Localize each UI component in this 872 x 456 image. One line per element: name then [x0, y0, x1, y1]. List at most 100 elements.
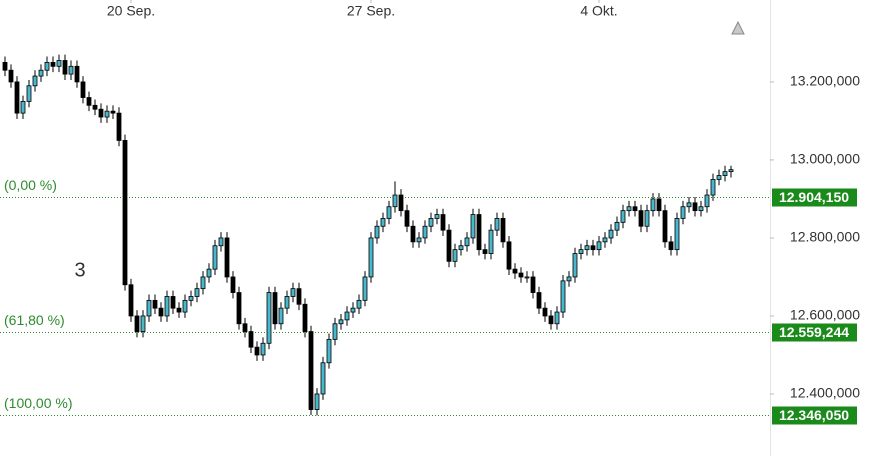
candle-body	[176, 307, 182, 313]
candle-body	[254, 346, 260, 356]
candle-body	[416, 237, 422, 243]
candle-body	[680, 206, 686, 219]
candle-body	[530, 276, 536, 293]
candle-body	[170, 296, 176, 309]
candle-body	[524, 276, 530, 279]
candle-body	[20, 101, 26, 114]
menu-icon[interactable]	[731, 20, 745, 35]
candle-body	[86, 97, 92, 106]
candle-body	[710, 179, 716, 196]
candle-body	[590, 245, 596, 251]
y-tick-label: 12.800,000	[790, 229, 860, 245]
candle-body	[398, 194, 404, 212]
candle-body	[626, 206, 632, 212]
candle-body	[614, 221, 620, 231]
level-value: 12.559,244	[779, 324, 849, 340]
candle-body	[494, 218, 500, 231]
candle-body	[80, 81, 86, 98]
candle-body	[32, 75, 38, 87]
candle-body	[428, 218, 434, 227]
candle-body	[320, 362, 326, 395]
candle-body	[518, 272, 524, 278]
candle-body	[14, 81, 20, 114]
candle-body	[542, 307, 548, 317]
candle-body	[566, 276, 572, 282]
candle-body	[314, 393, 320, 410]
candle-body	[230, 276, 236, 293]
candle-body	[446, 229, 452, 262]
candle-body	[506, 241, 512, 270]
candle-body	[572, 253, 578, 278]
candle-body	[290, 288, 296, 297]
candle-body	[338, 319, 344, 325]
candle-body	[716, 175, 722, 180]
candle-body	[164, 296, 170, 317]
candle-body	[392, 194, 398, 208]
candle-body	[620, 210, 626, 223]
candle-body	[668, 241, 674, 251]
candle-body	[482, 249, 488, 254]
level-value: 12.904,150	[779, 189, 849, 205]
candle-body	[218, 237, 224, 247]
candle-body	[704, 194, 710, 208]
candle-body	[116, 112, 122, 141]
annotation: 3	[74, 259, 85, 281]
candle-body	[104, 110, 110, 118]
candle-body	[248, 331, 254, 348]
y-tick-label: 13.200,000	[790, 73, 860, 89]
candle-body	[464, 237, 470, 247]
x-tick-label: 27 Sep.	[347, 3, 395, 19]
x-tick-label: 4 Okt.	[580, 3, 617, 19]
candle-body	[728, 169, 734, 173]
candle-body	[26, 85, 32, 102]
candle-body	[158, 307, 164, 317]
candle-body	[512, 268, 518, 274]
fib-pct: (0,00 %)	[4, 177, 57, 193]
level-value-box	[772, 406, 857, 425]
candle-body	[74, 65, 80, 83]
candle-body	[440, 214, 446, 231]
candle-body	[362, 276, 368, 301]
candle-body	[56, 60, 62, 67]
candle-body	[698, 206, 704, 212]
candle-body	[2, 62, 8, 71]
candle-body	[308, 331, 314, 410]
candle-body	[608, 229, 614, 239]
candle-body	[134, 315, 140, 332]
candle-body	[368, 237, 374, 278]
candle-body	[206, 268, 212, 278]
candle-body	[272, 292, 278, 325]
candle-body	[578, 249, 584, 254]
candle-body	[98, 108, 104, 118]
candle-body	[200, 276, 206, 290]
candle-body	[488, 229, 494, 254]
candle-body	[536, 292, 542, 309]
candle-body	[476, 214, 482, 251]
level-value-box	[772, 323, 857, 342]
candle-body	[140, 315, 146, 332]
candle-body	[554, 311, 560, 325]
fib-pct: (100,00 %)	[4, 395, 72, 411]
candle-body	[146, 299, 152, 317]
y-tick-label: 13.000,000	[790, 151, 860, 167]
candle-body	[638, 210, 644, 227]
candle-body	[212, 245, 218, 270]
candle-body	[302, 303, 308, 332]
candle-body	[38, 69, 44, 77]
candle-body	[434, 214, 440, 219]
candle-body	[332, 323, 338, 340]
candle-body	[560, 280, 566, 313]
candle-body	[356, 299, 362, 309]
candle-body	[68, 65, 74, 75]
candle-body	[674, 218, 680, 251]
candle-body	[8, 69, 14, 83]
candle-body	[296, 288, 302, 305]
level-value: 12.346,050	[779, 407, 849, 423]
candle-body	[188, 296, 194, 301]
candle-body	[410, 225, 416, 243]
candle-body	[182, 299, 188, 313]
candle-body	[92, 104, 98, 110]
level-value-box	[772, 188, 857, 207]
candle-body	[50, 62, 56, 67]
candle-body	[326, 338, 332, 364]
